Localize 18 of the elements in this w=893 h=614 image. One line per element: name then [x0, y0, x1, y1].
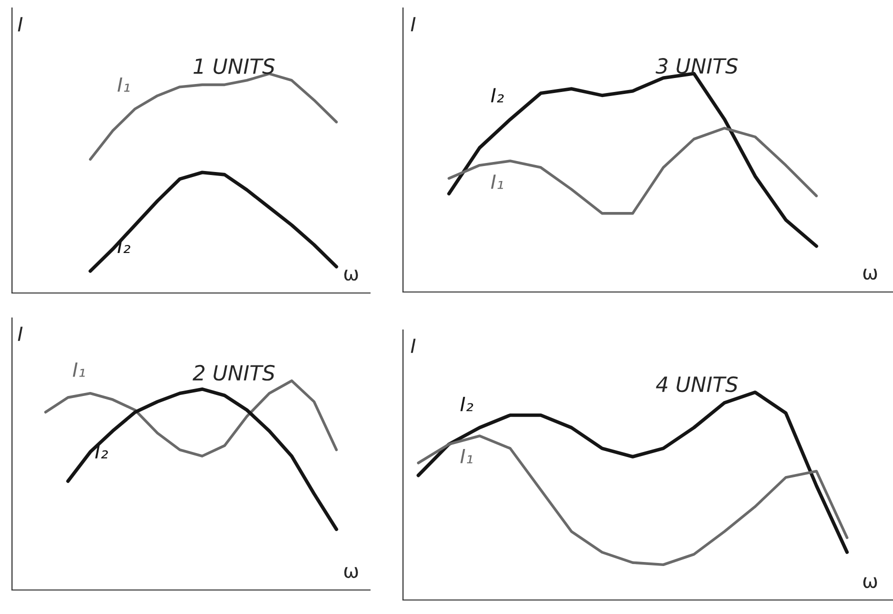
y-axis-title: I — [18, 17, 23, 32]
series-label: I₂ — [460, 396, 474, 412]
series-label: I₂ — [491, 88, 504, 102]
chart-title: 4 UNITS — [656, 376, 738, 392]
y-axis-title: I — [410, 17, 416, 32]
y-axis-title: I — [410, 338, 416, 353]
series-label: I₁ — [118, 77, 130, 92]
y-axis-title: I — [18, 326, 23, 341]
x-axis-title: ω — [863, 268, 877, 280]
x-axis-title: ω — [863, 577, 877, 588]
chart-title: 2 UNITS — [192, 364, 275, 381]
chart-title: 1 UNITS — [194, 58, 275, 74]
series-label: I₁ — [491, 174, 504, 189]
series-label: I₁ — [460, 448, 472, 464]
series-label: I₁ — [72, 362, 85, 377]
chart-title: 3 UNITS — [656, 58, 738, 74]
x-axis-title: ω — [344, 567, 358, 578]
x-axis-title: ω — [344, 270, 358, 281]
